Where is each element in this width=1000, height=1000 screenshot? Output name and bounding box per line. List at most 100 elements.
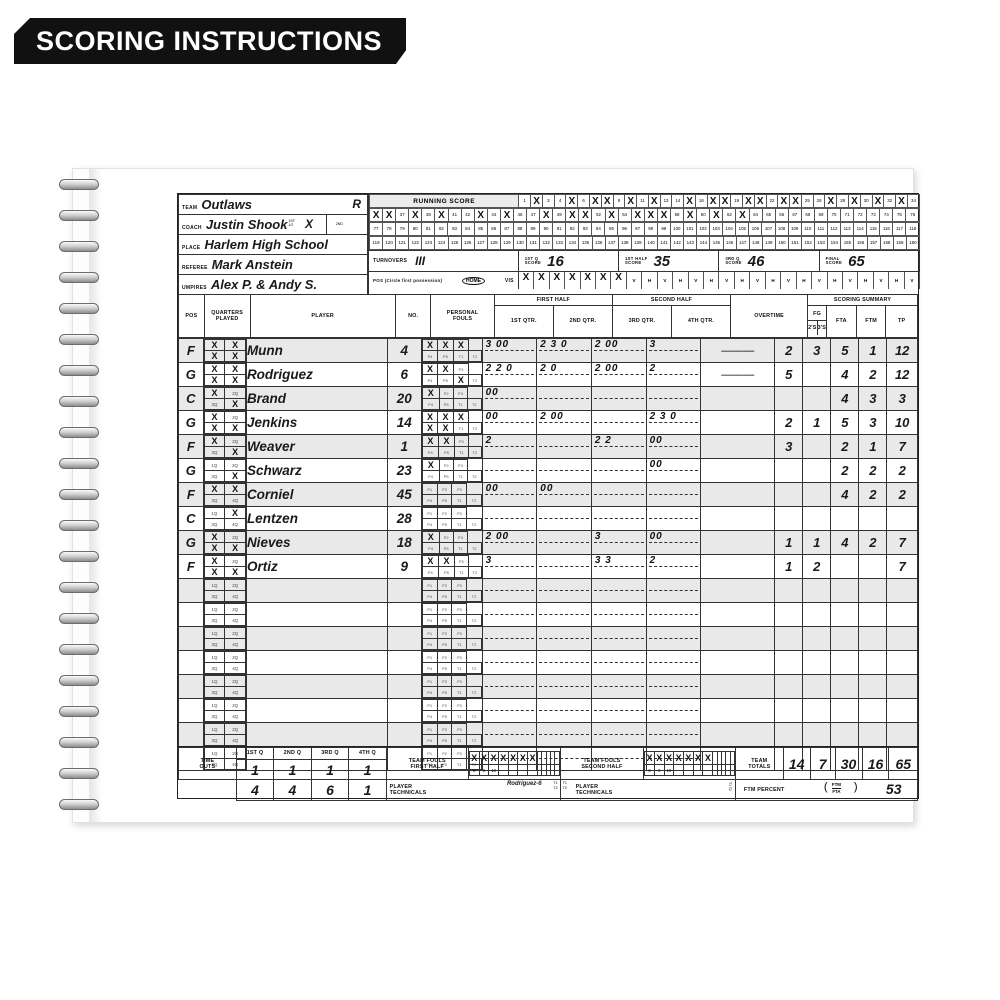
quarter-score-cell[interactable] bbox=[645, 602, 702, 627]
quarter-score-cell[interactable]: 2 2 0 bbox=[481, 362, 538, 387]
running-score-cell[interactable]: 71 bbox=[840, 208, 855, 222]
running-score-cell[interactable]: X bbox=[683, 194, 696, 208]
foul-cell[interactable]: P5 bbox=[438, 542, 454, 554]
player-name[interactable] bbox=[245, 650, 388, 675]
quarter-score-cell[interactable]: 3 bbox=[645, 338, 702, 363]
summary-fta-cell[interactable]: 2 bbox=[830, 434, 860, 459]
foul-cell[interactable]: P2 bbox=[436, 651, 453, 663]
team-foul-cell[interactable]: X bbox=[644, 751, 655, 766]
timeout-row1-1[interactable]: 1 bbox=[235, 758, 275, 781]
running-score-cell[interactable]: 44 bbox=[486, 208, 501, 222]
player-number[interactable] bbox=[386, 578, 422, 603]
possession-cell[interactable]: H bbox=[797, 272, 813, 289]
quarter-played-cell[interactable]: 2Q bbox=[224, 435, 246, 447]
team-foul-cell[interactable]: X bbox=[468, 751, 480, 766]
running-score-cell[interactable]: 54 bbox=[617, 208, 632, 222]
player-name[interactable]: Brand bbox=[245, 386, 388, 411]
quarter-score-cell[interactable] bbox=[645, 698, 702, 723]
running-score-cell[interactable]: 76 bbox=[905, 208, 920, 222]
running-score-cell[interactable]: 141 bbox=[657, 236, 672, 250]
timeout-row1-3[interactable]: 1 bbox=[310, 758, 350, 781]
player-position[interactable] bbox=[178, 698, 204, 723]
summary-cell[interactable] bbox=[802, 626, 832, 651]
team-total-4[interactable]: 16 bbox=[861, 746, 890, 781]
player-name[interactable] bbox=[245, 626, 388, 651]
team-foul-cell[interactable]: X bbox=[663, 751, 675, 766]
foul-cell[interactable]: T1 bbox=[451, 590, 468, 602]
quarter-score-cell[interactable] bbox=[645, 386, 702, 411]
running-score-cell[interactable]: 146 bbox=[722, 236, 737, 250]
running-score-cell[interactable]: 14 bbox=[671, 194, 685, 208]
running-score-cell[interactable]: 120 bbox=[382, 236, 397, 250]
quarter-score-cell[interactable]: 3 bbox=[590, 530, 647, 555]
timeout-row2-1[interactable]: 4 bbox=[235, 779, 275, 801]
running-score-cell[interactable]: 103 bbox=[709, 222, 724, 236]
quarter-played-cell[interactable]: 4Q bbox=[224, 686, 246, 698]
quarter-played-cell[interactable]: X bbox=[203, 422, 226, 434]
summary-ftm-cell[interactable] bbox=[858, 554, 888, 579]
team-foul-cell[interactable]: X bbox=[653, 751, 665, 766]
foul-cell[interactable]: P2 bbox=[436, 675, 453, 687]
summary-fta-cell[interactable]: 4 bbox=[830, 386, 860, 411]
player-position[interactable]: C bbox=[178, 386, 204, 411]
foul-cell[interactable]: P4 bbox=[421, 494, 438, 506]
quarter-played-cell[interactable]: X bbox=[224, 542, 246, 554]
running-score-cell[interactable]: 62 bbox=[722, 208, 737, 222]
summary-cell[interactable] bbox=[858, 698, 888, 723]
summary-cell[interactable] bbox=[858, 722, 888, 747]
running-score-cell[interactable]: X bbox=[624, 194, 638, 208]
foul-cell[interactable]: P3 bbox=[451, 603, 468, 615]
quarter-score-cell[interactable] bbox=[590, 602, 647, 627]
running-score-cell[interactable]: 124 bbox=[434, 236, 449, 250]
summary-cell[interactable] bbox=[830, 698, 860, 723]
summary-twos-cell[interactable]: 1 bbox=[774, 554, 804, 579]
quarter-played-cell[interactable]: 4Q bbox=[224, 638, 246, 650]
quarter-played-cell[interactable]: X bbox=[224, 507, 246, 519]
foul-cell[interactable]: T2 bbox=[466, 494, 482, 506]
running-score-cell[interactable]: 39 bbox=[421, 208, 436, 222]
summary-cell[interactable] bbox=[802, 578, 832, 603]
foul-cell[interactable]: P4 bbox=[421, 350, 439, 362]
running-score-cell[interactable]: X bbox=[718, 194, 732, 208]
player-position[interactable]: F bbox=[178, 434, 204, 459]
running-score-cell[interactable]: 81 bbox=[421, 222, 436, 236]
foul-cell[interactable]: T2 bbox=[466, 398, 482, 410]
summary-cell[interactable] bbox=[886, 674, 918, 699]
quarter-score-cell[interactable]: 2 0 bbox=[536, 362, 592, 387]
player-name[interactable] bbox=[245, 674, 388, 699]
quarter-score-cell[interactable]: 3 bbox=[481, 554, 538, 579]
overtime-cell[interactable]: ——— bbox=[700, 338, 776, 363]
running-score-cell[interactable]: 108 bbox=[774, 222, 789, 236]
foul-cell[interactable]: P4 bbox=[421, 566, 439, 578]
foul-cell[interactable]: P3 bbox=[451, 579, 468, 591]
quarter-played-cell[interactable]: 1Q bbox=[203, 603, 226, 615]
empty-player-row[interactable]: 1Q 2Q 3Q 4Q P1 P2 P3 P4 P5 T1 T2 bbox=[178, 578, 918, 603]
possession-cell[interactable]: X bbox=[581, 272, 596, 289]
team-foul-cell[interactable]: X bbox=[478, 751, 490, 766]
summary-twos-cell[interactable] bbox=[774, 482, 804, 507]
running-score-cell[interactable]: X bbox=[600, 194, 614, 208]
running-score-cell[interactable]: X bbox=[408, 208, 423, 222]
player-row[interactable]: C X 2Q 3Q X Brand 20 X P2 P3 P4 P5 T1 T2 00 4 3 3 bbox=[178, 386, 918, 411]
foul-cell[interactable]: P1 bbox=[421, 507, 438, 519]
running-score-cell[interactable]: 154 bbox=[827, 236, 842, 250]
possession-cell[interactable]: V bbox=[689, 272, 705, 289]
foul-cell[interactable]: X bbox=[421, 555, 439, 567]
summary-tp-cell[interactable]: 2 bbox=[886, 458, 918, 483]
summary-cell[interactable] bbox=[802, 722, 832, 747]
player-row[interactable]: F X 2Q 3Q X Weaver 1 X X P3 P4 P5 T1 T2 2 2 2 00 3 2 1 7 bbox=[178, 434, 918, 459]
foul-cell[interactable]: P2 bbox=[436, 483, 453, 495]
foul-cell[interactable]: X bbox=[421, 435, 439, 447]
info-cell-referee[interactable]: REFEREE Mark Anstein bbox=[178, 254, 368, 275]
quarter-score-cell[interactable] bbox=[536, 578, 592, 603]
running-score-cell[interactable]: X bbox=[382, 208, 397, 222]
foul-cell[interactable]: P5 bbox=[436, 494, 453, 506]
foul-cell[interactable]: P4 bbox=[421, 542, 440, 554]
timeout-row2-2[interactable]: 4 bbox=[273, 779, 312, 801]
team-foul-cell[interactable]: X bbox=[702, 751, 714, 766]
running-score-cell[interactable]: 41 bbox=[447, 208, 462, 222]
running-score-cell[interactable]: 60 bbox=[696, 208, 711, 222]
foul-cell[interactable]: P4 bbox=[421, 614, 438, 626]
empty-player-row[interactable]: 1Q 2Q 3Q 4Q P1 P2 P3 P4 P5 T1 T2 bbox=[178, 674, 918, 699]
